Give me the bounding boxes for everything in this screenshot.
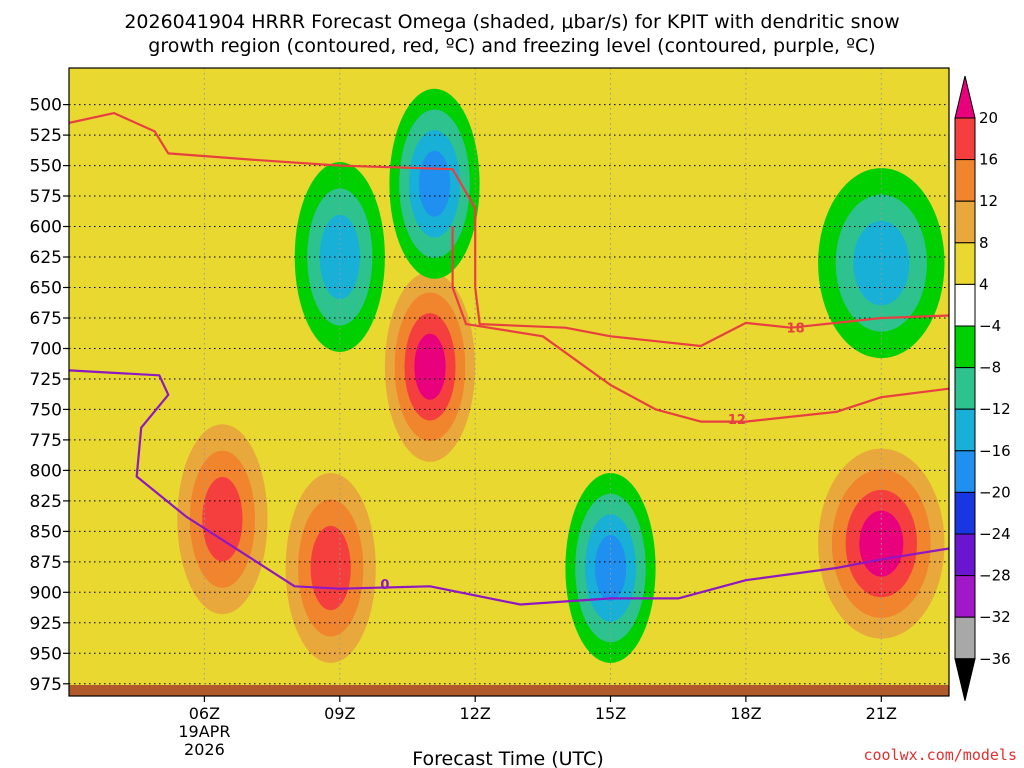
colorbar-underflow-triangle xyxy=(954,658,976,701)
y-tick-label: 600 xyxy=(30,218,62,238)
colorbar-label: 20 xyxy=(979,109,998,127)
colorbar-swatch xyxy=(954,325,976,369)
x-tick-label: 18Z xyxy=(730,704,761,723)
colorbar-label: −24 xyxy=(979,525,1011,543)
colorbar-label: −12 xyxy=(979,400,1011,418)
colorbar-label: −28 xyxy=(979,567,1011,585)
contour-label: 12 xyxy=(728,413,746,428)
y-tick-label: 725 xyxy=(30,370,62,390)
chart-title-line2: growth region (contoured, red, ºC) and f… xyxy=(148,35,875,57)
x-axis-label: Forecast Time (UTC) xyxy=(412,748,603,768)
colorbar-label: 8 xyxy=(979,234,989,252)
x-tick-year-label: 2026 xyxy=(184,740,225,759)
colorbar-swatch xyxy=(954,367,976,410)
colorbar-swatch xyxy=(954,491,976,535)
colorbar-overflow-triangle xyxy=(954,75,976,119)
positive-omega-11z-mid-levels xyxy=(384,271,476,462)
positive-omega-09z-low-levels-level xyxy=(310,525,351,611)
y-tick-label: 575 xyxy=(30,187,62,207)
negative-omega-11z-upper-levels-level xyxy=(418,150,451,217)
colorbar-swatch xyxy=(954,242,976,285)
y-tick-label: 500 xyxy=(30,96,62,116)
colorbar-swatch xyxy=(954,117,976,161)
colorbar-swatch xyxy=(954,533,976,577)
colorbar: 20 16 12 8 4 −4 −8 −12 −16 −20 −24 −28 −32 −36 xyxy=(954,75,1011,701)
x-tick-label: 06Z xyxy=(189,704,220,723)
y-tick-label: 900 xyxy=(30,583,62,603)
colorbar-swatch xyxy=(954,159,976,202)
colorbar-label: 16 xyxy=(979,151,998,169)
y-tick-label: 550 xyxy=(30,157,62,177)
colorbar-label: −8 xyxy=(979,359,1001,377)
contour-label: 18 xyxy=(787,322,805,337)
positive-omega-06z-low-levels xyxy=(177,424,268,615)
y-tick-label: 675 xyxy=(30,309,62,329)
colorbar-swatch xyxy=(954,450,976,493)
colorbar-label: 12 xyxy=(979,192,998,210)
y-tick-label: 825 xyxy=(30,492,62,512)
positive-omega-09z-low-levels xyxy=(285,473,376,663)
colorbar-label: 4 xyxy=(979,275,989,293)
x-tick-label: 12Z xyxy=(460,704,491,723)
contour-line xyxy=(69,112,949,348)
colorbar-swatch xyxy=(954,616,976,660)
colorbar-swatch xyxy=(954,283,976,327)
contour-line xyxy=(69,369,949,606)
colorbar-swatch xyxy=(954,575,976,618)
positive-omega-11z-mid-levels-level xyxy=(414,333,446,400)
y-tick-label: 875 xyxy=(30,553,62,573)
x-tick-label: 09Z xyxy=(324,704,355,723)
y-tick-label: 650 xyxy=(30,279,62,299)
y-tick-label: 625 xyxy=(30,248,62,268)
colorbar-label: −16 xyxy=(979,442,1011,460)
y-tick-label: 700 xyxy=(30,340,62,360)
grid-lines xyxy=(69,68,949,696)
contour-lines: 18 12 0 xyxy=(69,112,949,606)
colorbar-swatch xyxy=(954,408,976,452)
positive-omega-06z-low-levels-level xyxy=(202,477,243,562)
colorbar-swatch xyxy=(954,200,976,244)
colorbar-label: −4 xyxy=(979,317,1001,335)
terrain-strip xyxy=(69,685,949,696)
plot-area: 18 12 0 xyxy=(69,68,949,696)
y-tick-label: 925 xyxy=(30,614,62,634)
y-tick-label: 775 xyxy=(30,431,62,451)
y-tick-label: 800 xyxy=(30,461,62,481)
negative-omega-11z-upper-levels xyxy=(389,88,480,279)
y-tick-label: 950 xyxy=(30,644,62,664)
chart-title-line1: 2026041904 HRRR Forecast Omega (shaded, … xyxy=(124,11,899,33)
credit-text: coolwx.com/models xyxy=(863,746,1017,764)
x-tick-label: 15Z xyxy=(595,704,626,723)
y-tick-label: 850 xyxy=(30,522,62,542)
contour-line xyxy=(451,226,949,423)
y-tick-label: 975 xyxy=(30,675,62,695)
contour-label: 0 xyxy=(380,578,389,593)
colorbar-label: −32 xyxy=(979,608,1011,626)
x-tick-label: 21Z xyxy=(866,704,897,723)
y-tick-label: 750 xyxy=(30,400,62,420)
y-axis-pressure: 500 525 550 575 600 625 650 675 700 725 750 775 800 8… xyxy=(30,96,69,695)
colorbar-label: −36 xyxy=(979,650,1011,668)
x-tick-date-label: 19APR xyxy=(178,722,230,741)
y-tick-label: 525 xyxy=(30,126,62,146)
colorbar-label: −20 xyxy=(979,483,1011,501)
plot-frame xyxy=(68,67,950,697)
